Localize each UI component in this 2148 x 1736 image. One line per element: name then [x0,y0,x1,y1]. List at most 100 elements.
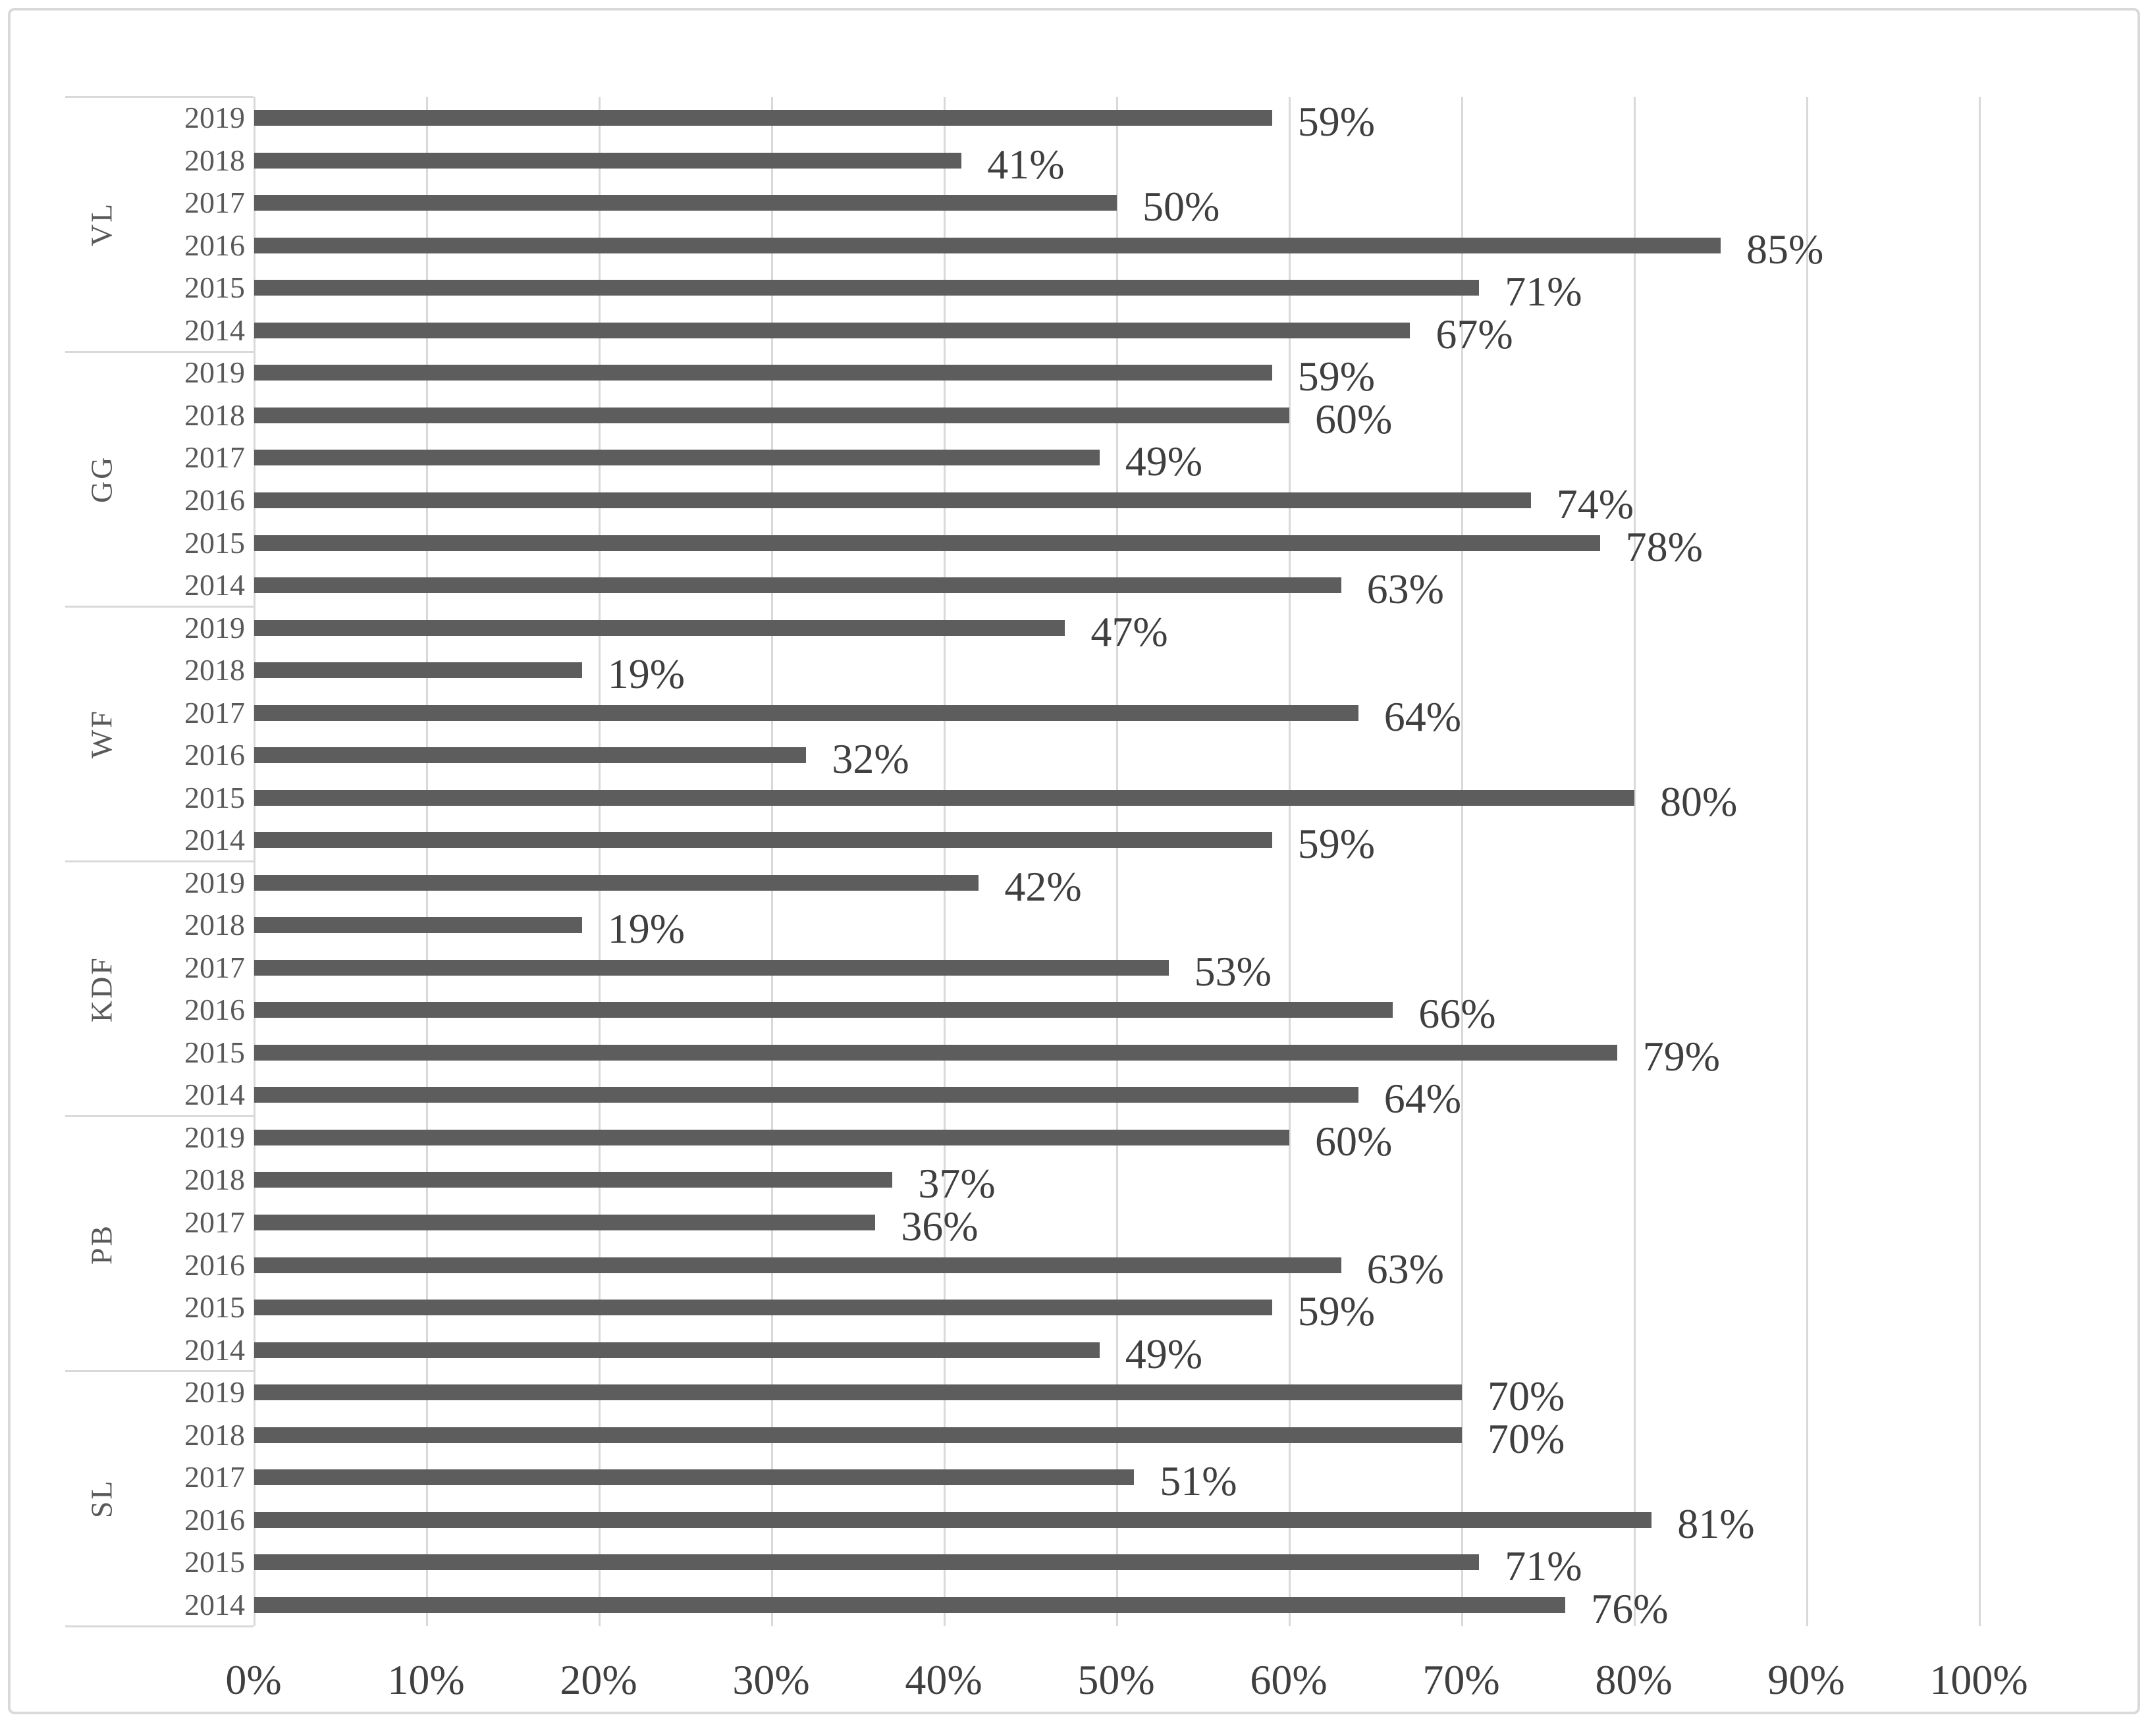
year-tick-label: 2019 [184,865,245,899]
group-label: PB [84,1223,119,1265]
gridline [1289,97,1291,1626]
bar [254,1300,1272,1316]
bar [254,917,582,934]
year-tick-label: 2017 [184,186,245,220]
bar-value-label: 42% [1004,862,1082,910]
bar [254,110,1272,126]
bar [254,747,807,764]
x-axis-tick-label: 40% [905,1656,982,1703]
x-axis-tick-label: 10% [387,1656,465,1703]
bar [254,1214,876,1230]
bar-value-label: 80% [1660,777,1738,825]
bar [254,195,1117,211]
bar [254,1469,1135,1486]
year-tick-label: 2014 [184,1587,245,1621]
bar-value-label: 66% [1418,990,1496,1038]
year-tick-label: 2016 [184,993,245,1027]
x-axis-tick-label: 60% [1250,1656,1328,1703]
year-tick-label: 2019 [184,101,245,135]
bar-value-label: 71% [1505,1542,1582,1590]
bar-value-label: 32% [832,735,909,783]
bar-value-label: 59% [1297,353,1376,400]
bar [254,874,979,891]
bar-value-label: 60% [1315,395,1393,442]
year-tick-label: 2018 [184,143,245,177]
year-tick-label: 2014 [184,568,245,602]
year-tick-label: 2018 [184,1163,245,1197]
bar-value-label: 47% [1090,608,1168,655]
gridline [1979,97,1981,1626]
bar [254,280,1480,296]
bar [254,322,1410,338]
year-tick-label: 2016 [184,483,245,517]
x-axis-tick-label: 20% [560,1656,637,1703]
bar-value-label: 59% [1297,1288,1376,1335]
bar-value-label: 74% [1556,481,1634,527]
bar [254,704,1358,721]
group-divider [65,95,254,98]
x-axis-tick-label: 90% [1767,1656,1845,1703]
year-tick-label: 2015 [184,1035,245,1069]
bar [254,662,582,679]
bar-value-label: 49% [1125,438,1203,485]
year-tick-label: 2018 [184,653,245,687]
year-tick-label: 2014 [184,823,245,857]
x-axis-tick-label: 30% [732,1656,810,1703]
year-tick-label: 2017 [184,950,245,984]
bar [254,492,1531,508]
bar [254,365,1272,381]
bar [254,1596,1566,1613]
year-tick-label: 2017 [184,1460,245,1494]
bar-value-label: 70% [1488,1415,1565,1462]
year-tick-label: 2016 [184,738,245,772]
bar-value-label: 19% [607,650,685,698]
bar [254,1044,1617,1061]
bar-value-label: 81% [1677,1500,1755,1547]
year-tick-label: 2014 [184,313,245,347]
bar [254,577,1341,594]
chart-frame: VL GG WF KDF PB SL 2019 2018 2017 2016 2015 2014 20… [8,8,2140,1714]
bar [254,832,1272,849]
gridline [771,97,773,1626]
year-tick-label: 2016 [184,1248,245,1282]
year-tick-label: 2015 [184,780,245,814]
group-label: SL [84,1479,119,1519]
bar [254,237,1721,253]
x-axis-tick-label: 50% [1077,1656,1155,1703]
bar [254,959,1169,976]
bar-value-label: 53% [1194,947,1272,995]
year-tick-label: 2015 [184,1545,245,1579]
year-tick-label: 2015 [184,1290,245,1325]
year-tick-label: 2017 [184,440,245,475]
bar-value-label: 49% [1125,1330,1203,1377]
x-axis-tick-label: 0% [225,1656,282,1703]
bar-value-label: 67% [1436,310,1513,357]
year-tick-label: 2017 [184,1205,245,1239]
bar-value-label: 37% [918,1160,996,1207]
gridline [1806,97,1808,1626]
year-tick-label: 2019 [184,610,245,644]
group-divider [65,605,254,608]
group-label: KDF [84,955,119,1022]
bar-value-label: 59% [1297,820,1376,868]
bar [254,1002,1393,1018]
bar [254,535,1600,551]
bar [254,1384,1462,1401]
year-tick-label: 2018 [184,908,245,942]
bar [254,1554,1480,1571]
year-tick-label: 2014 [184,1078,245,1112]
bar [254,152,962,169]
group-divider [65,860,254,862]
bar-value-label: 63% [1366,566,1444,613]
group-label: VL [84,201,119,247]
year-tick-label: 2016 [184,1502,245,1537]
bar-value-label: 41% [987,140,1065,188]
bar [254,789,1634,806]
gridline [1461,97,1463,1626]
group-divider [65,350,254,353]
bar-value-label: 85% [1746,225,1824,273]
x-axis-tick-label: 100% [1929,1656,2028,1703]
group-divider [65,1115,254,1118]
bar [254,619,1065,636]
